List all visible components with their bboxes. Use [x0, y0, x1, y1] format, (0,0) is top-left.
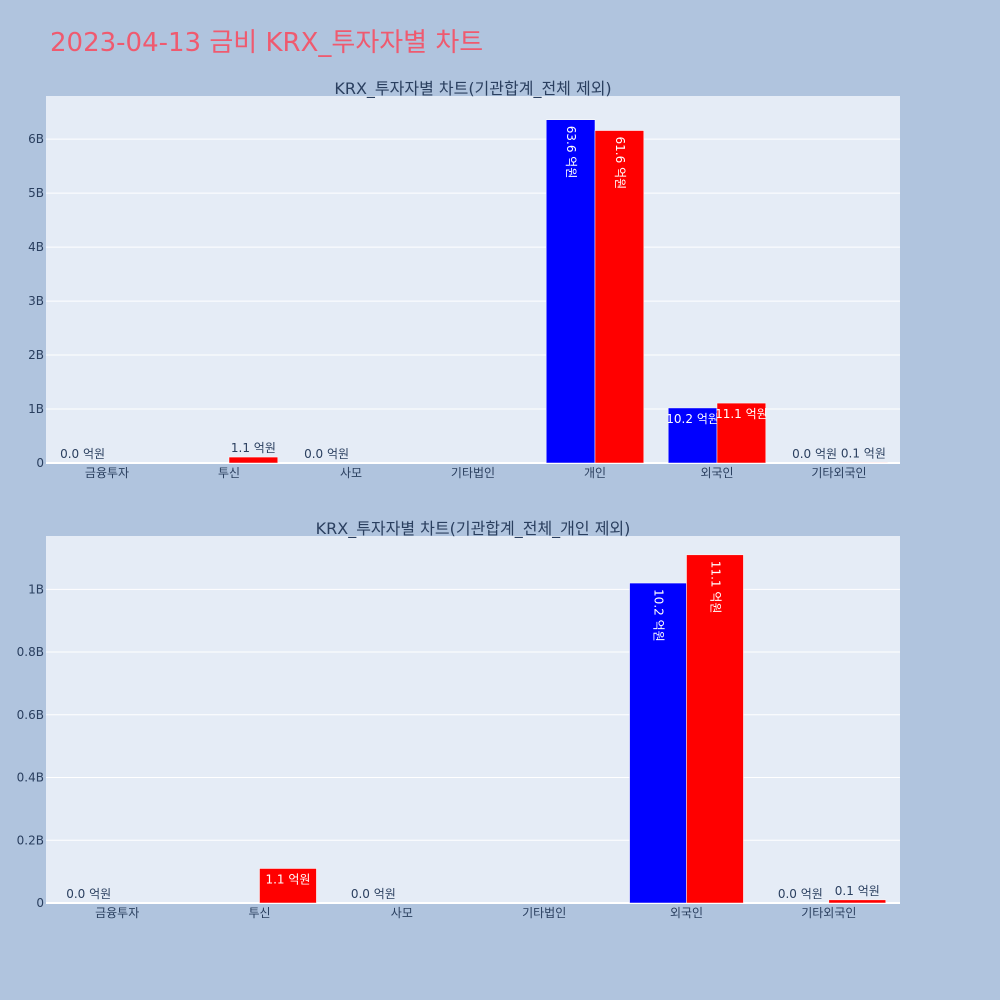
- x-tick-label: 기타법인: [451, 466, 495, 480]
- bar: [594, 130, 645, 464]
- y-tick-label: 2B: [28, 348, 44, 362]
- data-label: 11.1 억원: [715, 407, 768, 421]
- chart-1: 0 1B 2B 3B 4B 5B 6B KRX_투자자별 차트(기관합계_전체 제외) 금융투자…: [28, 79, 900, 480]
- x-tick-label: 금융투자: [85, 466, 129, 480]
- y-tick-label: 6B: [28, 132, 44, 146]
- data-label: 0.0 억원: [66, 887, 111, 901]
- plot-background: [46, 536, 900, 903]
- x-tick-label: 투신: [248, 906, 270, 920]
- x-tick-label: 금융투자: [95, 906, 139, 920]
- data-label: 63.6 억원: [564, 126, 578, 179]
- page-title: 2023-04-13 금비 KRX_투자자별 차트: [50, 28, 484, 58]
- y-tick-label: 1B: [28, 402, 44, 416]
- data-label: 11.1 억원: [708, 561, 722, 614]
- data-label: 0.1 억원: [841, 446, 886, 460]
- data-label: 0.0 억원: [351, 887, 396, 901]
- chart-title: KRX_투자자별 차트(기관합계_전체 제외): [334, 79, 611, 99]
- data-label: 0.0 억원: [304, 447, 349, 461]
- x-tick-label: 사모: [340, 466, 362, 480]
- x-tick-label: 외국인: [670, 906, 703, 920]
- x-tick-label: 투신: [218, 466, 240, 480]
- chart-2: 0 0.2B 0.4B 0.6B 0.8B 1B KRX_투자자별 차트(기관합계_전체_개…: [17, 519, 900, 920]
- chart-title: KRX_투자자별 차트(기관합계_전체_개인 제외): [316, 519, 631, 539]
- y-tick-label: 0: [36, 896, 44, 910]
- y-tick-label: 0.2B: [17, 833, 44, 847]
- data-label: 0.0 억원: [778, 887, 823, 901]
- x-tick-label: 기타외국인: [811, 466, 866, 480]
- x-tick-label: 외국인: [700, 466, 733, 480]
- data-label: 0.1 억원: [835, 884, 880, 898]
- bar: [828, 899, 887, 904]
- bar: [629, 582, 687, 904]
- x-tick-label: 기타외국인: [801, 906, 856, 920]
- y-tick-label: 5B: [28, 186, 44, 200]
- x-tick-label: 개인: [584, 466, 606, 480]
- bar: [716, 402, 767, 464]
- bar: [259, 868, 317, 904]
- bar: [667, 407, 718, 464]
- data-label: 1.1 억원: [265, 872, 310, 886]
- data-label: 10.2 억원: [652, 589, 666, 642]
- data-label: 1.1 억원: [231, 441, 276, 455]
- y-tick-label: 0.4B: [17, 771, 44, 785]
- x-tick-label: 사모: [391, 906, 413, 920]
- y-tick-label: 1B: [28, 582, 44, 596]
- bar: [545, 119, 596, 464]
- bar: [686, 554, 744, 904]
- bar: [838, 462, 889, 464]
- plot-background: [46, 96, 900, 463]
- data-label: 61.6 억원: [613, 137, 627, 190]
- y-tick-label: 0: [36, 456, 44, 470]
- y-tick-label: 3B: [28, 294, 44, 308]
- y-tick-label: 0.6B: [17, 708, 44, 722]
- x-tick-label: 기타법인: [522, 906, 566, 920]
- data-label: 10.2 억원: [666, 412, 719, 426]
- data-label: 0.0 억원: [60, 447, 105, 461]
- y-tick-label: 0.8B: [17, 645, 44, 659]
- y-tick-label: 4B: [28, 240, 44, 254]
- data-label: 0.0 억원: [792, 447, 837, 461]
- bar: [228, 456, 279, 464]
